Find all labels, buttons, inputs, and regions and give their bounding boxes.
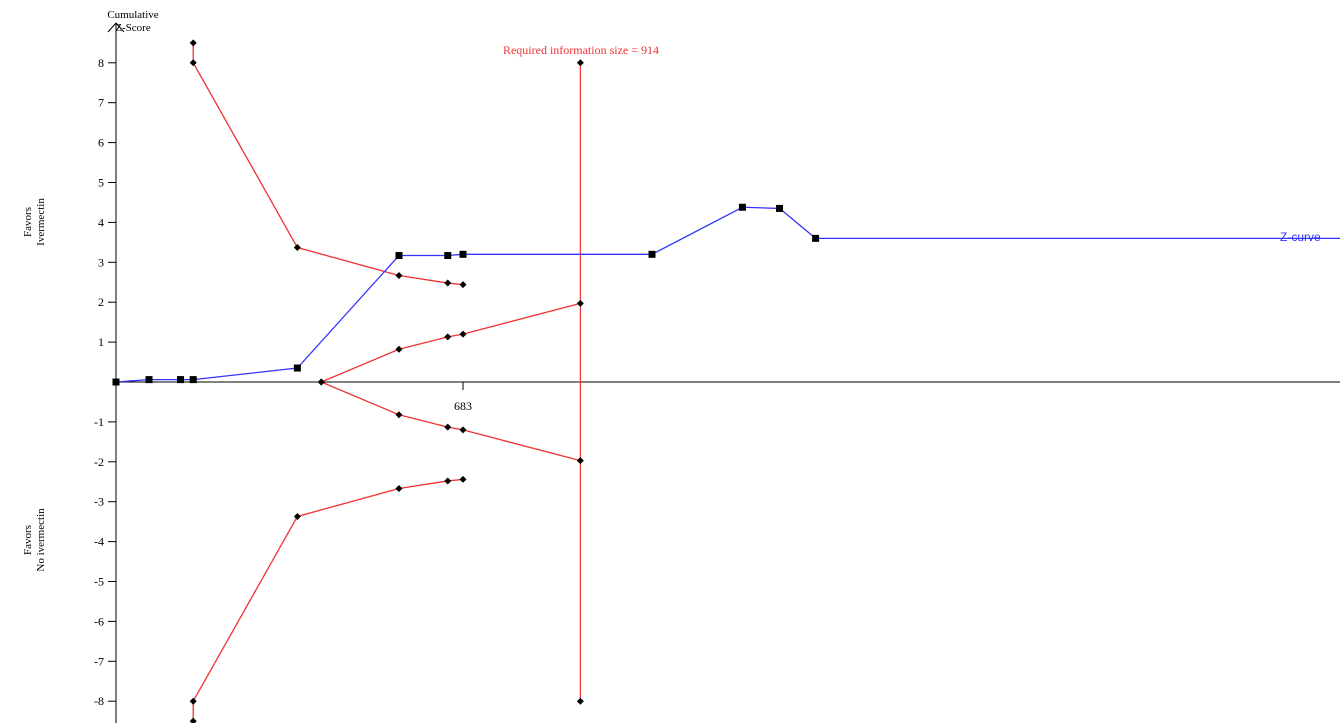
z-curve-label: Z-curve [1280, 230, 1321, 244]
futility-boundary-lower-point-0 [317, 378, 325, 386]
monitoring-boundary-lower-point-5 [459, 475, 467, 483]
monitoring-boundary-lower-point-3 [395, 485, 403, 493]
z-curve-point-2 [177, 376, 185, 384]
y-axis-arrow [107, 22, 125, 33]
futility-boundary-upper-line [321, 302, 581, 383]
monitoring-boundary-lower-line [192, 478, 464, 722]
monitoring-boundary-lower-point-2 [293, 512, 301, 520]
futility-boundary-lower-point-3 [459, 426, 467, 434]
z-curve-point-11 [812, 234, 820, 242]
y-tick-label--2: -2 [94, 455, 104, 469]
favors-ivermectin-line2: Ivermectin [35, 198, 47, 246]
y-axis-title-line2: Z-Score [115, 22, 151, 34]
y-tick-label-5: 5 [98, 176, 104, 190]
z-curve-point-4 [293, 364, 301, 372]
y-tick-label-8: 8 [98, 56, 104, 70]
z-curve-line [115, 206, 1340, 383]
monitoring-boundary-upper-line [192, 42, 464, 286]
y-tick-label--5: -5 [94, 575, 104, 589]
futility-boundary-lower-line [321, 381, 581, 462]
monitoring-boundary-upper-point-4 [444, 279, 452, 287]
y-tick-label--6: -6 [94, 614, 104, 628]
monitoring-boundary-upper-point-5 [459, 281, 467, 289]
monitoring-boundary-upper-point-0 [189, 39, 197, 47]
x-tick-label-683: 683 [454, 399, 472, 413]
z-curve-point-1 [145, 376, 153, 384]
monitoring-boundary-upper-point-1 [189, 59, 197, 67]
y-tick-label--8: -8 [94, 694, 104, 708]
z-curve-point-0 [112, 378, 120, 386]
y-tick-label-1: 1 [98, 335, 104, 349]
futility-boundary-lower-point-2 [444, 423, 452, 431]
favors-ivermectin-label: Favors Ivermectin [22, 198, 47, 246]
ris-marker-bottom [576, 697, 584, 705]
monitoring-boundary-lower-point-0 [189, 717, 197, 723]
favors-no-ivermectin-label: Favors No ivermectin [22, 508, 47, 572]
y-tick-label--7: -7 [94, 654, 104, 668]
y-axis-title-line1: Cumulative [107, 9, 158, 21]
favors-no-ivermectin-line1: Favors [22, 525, 34, 555]
monitoring-boundary-upper-point-2 [293, 244, 301, 252]
z-curve-point-8 [648, 250, 656, 258]
futility-boundary-upper-point-4 [576, 299, 584, 307]
required-information-size-label: Required information size = 914 [503, 43, 659, 57]
y-axis-ticks: 8 7 6 5 4 3 2 1 -1 -2 -3 -4 -5 -6 -7 -8 [94, 56, 116, 708]
z-curve-point-10 [776, 204, 784, 212]
favors-no-ivermectin-line2: No ivermectin [35, 508, 47, 572]
z-curve-point-3 [189, 376, 197, 384]
series-markers [112, 39, 820, 723]
z-curve-point-5 [395, 252, 403, 260]
futility-boundary-upper-point-3 [459, 330, 467, 338]
y-tick-label-6: 6 [98, 136, 104, 150]
monitoring-boundary-lower-point-1 [189, 697, 197, 705]
monitoring-boundary-upper-point-3 [395, 271, 403, 279]
futility-boundary-lower-point-4 [576, 457, 584, 465]
futility-boundary-lower-point-1 [395, 411, 403, 419]
z-curve-point-6 [444, 252, 452, 260]
y-tick-label--3: -3 [94, 495, 104, 509]
favors-ivermectin-line1: Favors [22, 207, 34, 237]
y-tick-label-2: 2 [98, 295, 104, 309]
axes [107, 22, 1340, 723]
z-curve-point-9 [738, 203, 746, 211]
y-tick-label-7: 7 [98, 96, 104, 110]
monitoring-boundary-lower-point-4 [444, 477, 452, 485]
futility-boundary-upper-point-1 [395, 345, 403, 353]
y-tick-label-3: 3 [98, 255, 104, 269]
futility-boundary-upper-point-2 [444, 333, 452, 341]
ris-marker-top [576, 59, 584, 67]
y-tick-label--1: -1 [94, 415, 104, 429]
z-curve-point-7 [459, 250, 467, 258]
y-tick-label--4: -4 [94, 535, 104, 549]
y-tick-label-4: 4 [98, 215, 104, 229]
